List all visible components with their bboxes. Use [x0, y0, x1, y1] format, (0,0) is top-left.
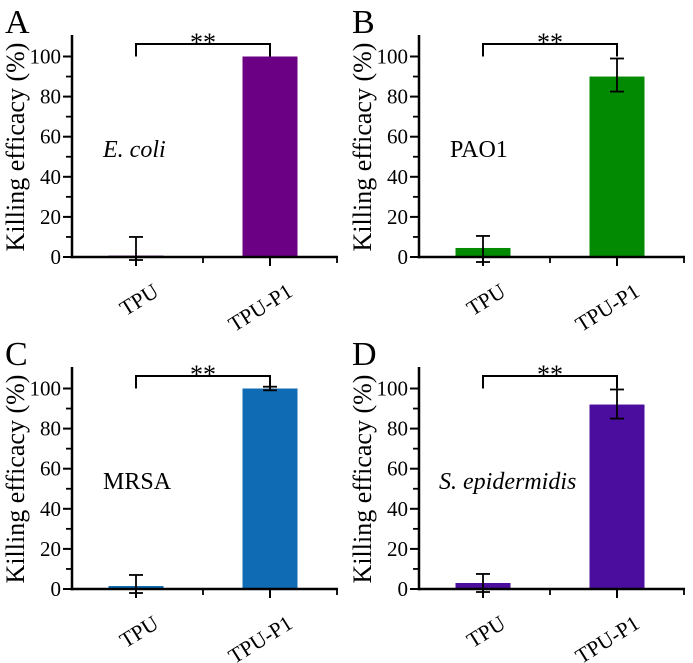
x-category-label-TPU-P1: TPU-P1 — [571, 279, 643, 331]
y-tick-label: 0 — [398, 577, 409, 601]
bar-TPU-P1 — [242, 56, 298, 257]
y-tick-label: 100 — [30, 45, 62, 69]
panel-letter: B — [352, 4, 375, 41]
x-category-label-TPU-P1: TPU-P1 — [224, 611, 296, 663]
error-bar-TPU-P1 — [610, 57, 624, 93]
axes — [70, 367, 338, 591]
axes — [70, 35, 338, 259]
y-tick-label: 20 — [387, 205, 408, 229]
y-tick-label: 80 — [40, 417, 61, 441]
chart-A: 0 20 40 60 80 100 TPU TPU-P1 Killing efficacy (%… — [1, 4, 338, 337]
organism-label: PAO1 — [450, 137, 508, 163]
y-tick-label: 40 — [387, 165, 408, 189]
organism-label: S. epidermidis — [439, 469, 576, 495]
y-tick-label: 100 — [30, 377, 62, 401]
y-tick-label: 0 — [51, 245, 62, 269]
organism-label: MRSA — [103, 469, 172, 495]
significance-stars: ** — [537, 28, 563, 57]
x-category-label-TPU: TPU — [462, 611, 510, 653]
bar-TPU-P1 — [589, 76, 645, 257]
y-axis-title: Killing efficacy (%) — [1, 375, 30, 584]
significance-bracket — [482, 43, 618, 57]
bar-TPU-P1 — [589, 404, 645, 589]
panel-A: 0 20 40 60 80 100 TPU TPU-P1 Killing efficacy (%… — [0, 0, 346, 337]
y-tick-label: 80 — [387, 417, 408, 441]
axes — [417, 35, 685, 259]
panel-letter: A — [5, 4, 30, 41]
chart-C: 0 20 40 60 80 100 TPU TPU-P1 Killing efficacy (%… — [1, 336, 338, 663]
panel-D: 0 20 40 60 80 100 TPU TPU-P1 Killing efficacy (%… — [347, 332, 693, 663]
y-tick-label: 80 — [40, 85, 61, 109]
x-category-label-TPU: TPU — [115, 279, 163, 321]
y-tick-label: 0 — [398, 245, 409, 269]
significance-stars: ** — [537, 360, 563, 389]
y-tick-label: 100 — [377, 377, 409, 401]
significance-bracket — [135, 43, 271, 57]
y-tick-label: 40 — [387, 497, 408, 521]
panel-letter: D — [352, 336, 377, 373]
x-category-label-TPU: TPU — [115, 611, 163, 653]
y-tick-label: 60 — [40, 457, 61, 481]
error-bar-TPU-P1 — [610, 388, 624, 420]
y-tick-label: 20 — [387, 537, 408, 561]
y-axis-title: Killing efficacy (%) — [1, 43, 30, 252]
significance-stars: ** — [190, 28, 216, 57]
y-tick-label: 40 — [40, 165, 61, 189]
x-category-label-TPU-P1: TPU-P1 — [224, 279, 296, 331]
y-tick-label: 80 — [387, 85, 408, 109]
y-tick-label: 40 — [40, 497, 61, 521]
y-tick-label: 60 — [387, 125, 408, 149]
significance-bracket — [135, 375, 271, 389]
significance-stars: ** — [190, 360, 216, 389]
chart-B: 0 20 40 60 80 100 TPU TPU-P1 Killing efficacy (%… — [348, 4, 685, 337]
x-category-label-TPU-P1: TPU-P1 — [571, 611, 643, 663]
y-tick-label: 60 — [40, 125, 61, 149]
y-axis-title: Killing efficacy (%) — [348, 375, 377, 584]
panel-letter: C — [5, 336, 28, 373]
y-axis-title: Killing efficacy (%) — [348, 43, 377, 252]
y-tick-label: 100 — [377, 45, 409, 69]
y-tick-label: 20 — [40, 537, 61, 561]
panel-B: 0 20 40 60 80 100 TPU TPU-P1 Killing efficacy (%… — [347, 0, 693, 337]
significance-bracket — [482, 375, 618, 389]
y-tick-label: 20 — [40, 205, 61, 229]
organism-label: E. coli — [102, 137, 166, 163]
panel-C: 0 20 40 60 80 100 TPU TPU-P1 Killing efficacy (%… — [0, 332, 346, 663]
y-tick-label: 60 — [387, 457, 408, 481]
x-category-label-TPU: TPU — [462, 279, 510, 321]
bar-TPU-P1 — [242, 388, 298, 589]
y-tick-label: 0 — [51, 577, 62, 601]
axes — [417, 367, 685, 591]
chart-D: 0 20 40 60 80 100 TPU TPU-P1 Killing efficacy (%… — [348, 336, 685, 663]
